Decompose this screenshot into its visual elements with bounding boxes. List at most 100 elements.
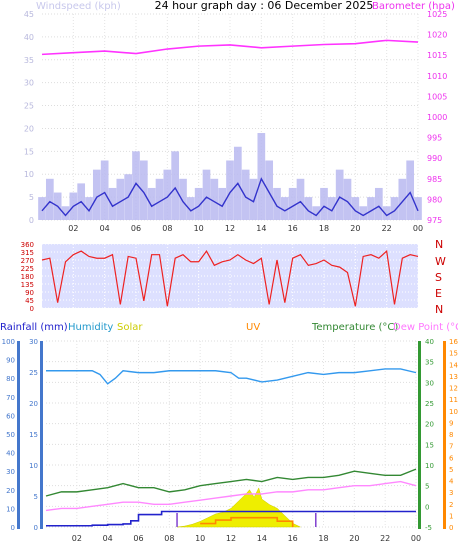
direction-tick-label: 360 — [21, 241, 34, 249]
weather-x-tick-label: 10 — [195, 534, 205, 543]
uv-tick-label: 3 — [449, 489, 453, 497]
gust-bar — [257, 133, 266, 220]
gust-bar — [194, 187, 203, 220]
temperature-tick-label: 25 — [425, 400, 434, 408]
temperature-tick-label: 5 — [425, 483, 429, 491]
wind-x-tick-label: 18 — [319, 224, 329, 233]
uv-tick-label: 8 — [449, 431, 453, 439]
direction-tick-label: 90 — [25, 289, 34, 297]
wind-x-tick-label: 04 — [100, 224, 110, 233]
uv-tick-label: 15 — [449, 350, 458, 358]
wind-x-tick-label: 00 — [413, 224, 423, 233]
uv-tick-label: 7 — [449, 443, 453, 451]
compass-label-w: W — [435, 255, 446, 268]
legend-temperature: Temperature (°C) — [311, 322, 398, 333]
temperature-tick-label: 40 — [425, 338, 434, 346]
barometer-tick-label: 1020 — [427, 31, 447, 40]
gust-bar — [155, 178, 164, 220]
gust-bar — [38, 197, 46, 220]
direction-tick-label: 225 — [21, 265, 34, 273]
temperature-tick-label: -5 — [425, 524, 432, 532]
gust-bar — [139, 160, 148, 220]
gust-bar — [280, 197, 289, 220]
gust-bar — [351, 197, 360, 220]
gust-bar — [312, 206, 321, 220]
uv-tick-label: 10 — [449, 408, 458, 416]
weather-x-tick-label: 12 — [226, 534, 236, 543]
wind-tick-label: 20 — [24, 124, 34, 133]
gust-bar — [100, 160, 109, 220]
gust-bar — [382, 206, 391, 220]
wind-axis-label: Windspeed (kph) — [36, 1, 121, 12]
gust-bar — [132, 151, 140, 220]
humidity-tick-label: 30 — [6, 468, 15, 476]
uv-tick-label: 6 — [449, 454, 454, 462]
compass-label-n-top: N — [435, 238, 443, 251]
gust-bar — [108, 187, 117, 220]
wind-x-tick-label: 06 — [131, 224, 141, 233]
wind-direction-line — [41, 249, 419, 307]
uv-tick-label: 0 — [449, 524, 453, 532]
wind-x-tick-label: 12 — [225, 224, 235, 233]
uv-tick-label: 1 — [449, 512, 453, 520]
temperature-tick-label: 35 — [425, 359, 434, 367]
rain-tick-label: 0 — [34, 524, 38, 532]
weather-x-tick-label: 20 — [349, 534, 359, 543]
uv-tick-label: 16 — [449, 338, 458, 346]
direction-tick-label: 0 — [30, 305, 34, 313]
humidity-line — [46, 368, 417, 385]
windspeed-line — [41, 177, 419, 217]
temperature-tick-label: 30 — [425, 379, 434, 387]
gust-bar — [398, 178, 407, 220]
barometer-tick-label: 995 — [427, 134, 442, 143]
humidity-tick-label: 90 — [6, 357, 15, 365]
wind-tick-label: 45 — [24, 10, 34, 19]
gust-bar — [359, 206, 368, 220]
gust-bar — [304, 197, 313, 220]
wind-x-tick-label: 14 — [256, 224, 266, 233]
temperature-line — [45, 468, 417, 497]
rain-axis-bar — [40, 341, 43, 529]
wind-tick-label: 30 — [24, 79, 34, 88]
uv-line — [200, 516, 294, 527]
gust-bar — [85, 197, 93, 220]
compass-label-n-bottom: N — [435, 303, 443, 316]
legend-uv: UV — [246, 322, 260, 333]
uv-tick-label: 4 — [449, 478, 454, 486]
temperature-tick-label: 10 — [425, 462, 434, 470]
rain-tick-label: 15 — [29, 431, 38, 439]
barometer-line — [41, 39, 419, 56]
uv-tick-label: 11 — [449, 396, 458, 404]
gust-bar — [171, 151, 180, 220]
wind-x-tick-label: 10 — [194, 224, 204, 233]
uv-tick-label: 2 — [449, 501, 453, 509]
gust-bar — [45, 178, 54, 220]
direction-tick-label: 135 — [21, 281, 34, 289]
gust-bar — [92, 169, 101, 220]
wind-x-tick-label: 02 — [68, 224, 78, 233]
wind-tick-label: 35 — [24, 56, 34, 65]
temperature-tick-label: 0 — [425, 503, 429, 511]
wind-tick-label: 5 — [29, 193, 34, 202]
gust-bar — [226, 160, 234, 220]
gust-bar — [367, 197, 375, 220]
humidity-tick-label: 10 — [6, 505, 15, 513]
direction-panel-background — [42, 244, 418, 308]
gust-bar — [265, 160, 274, 220]
barometer-tick-label: 990 — [427, 154, 442, 163]
gust-bar — [374, 187, 383, 220]
series-lines — [41, 39, 419, 527]
direction-tick-label: 315 — [21, 249, 34, 257]
weather-x-tick-label: 22 — [380, 534, 390, 543]
gust-bar — [320, 187, 328, 220]
rainfall-line — [46, 510, 416, 527]
barometer-tick-label: 980 — [427, 195, 442, 204]
weather-x-tick-label: 08 — [164, 534, 174, 543]
humidity-tick-label: 20 — [6, 487, 15, 495]
gust-bar — [147, 187, 156, 220]
uv-tick-label: 13 — [449, 373, 458, 381]
wind-tick-label: 25 — [24, 102, 34, 111]
gust-bar — [241, 169, 250, 220]
compass-label-e: E — [435, 287, 442, 300]
